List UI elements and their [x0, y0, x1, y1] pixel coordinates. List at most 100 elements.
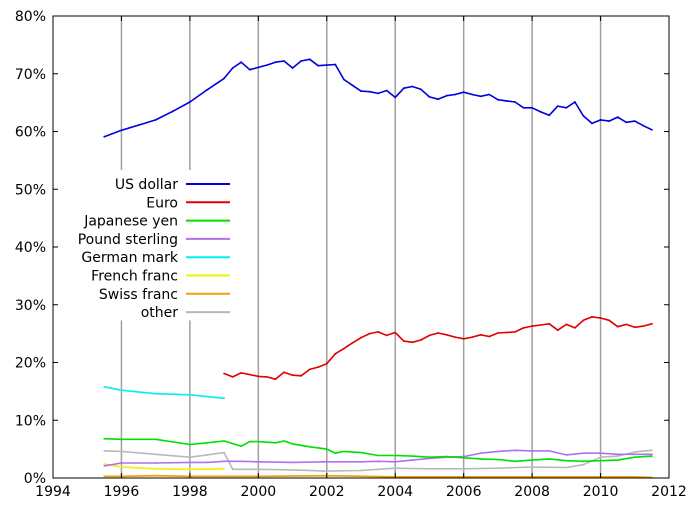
series-line-swiss-franc	[104, 474, 652, 479]
data-point-japanese-yen	[548, 458, 551, 460]
data-point-swiss-franc	[223, 475, 226, 478]
x-tick-label-2000: 2000	[241, 484, 277, 500]
legend-label-pound-sterling: Pound sterling	[78, 232, 178, 248]
data-point-euro	[377, 331, 379, 333]
x-tick-label-1994: 1994	[35, 484, 71, 500]
data-point-us-dollar	[642, 124, 645, 127]
data-point-euro	[385, 334, 388, 337]
data-point-us-dollar	[497, 98, 499, 101]
data-point-us-dollar	[471, 93, 474, 96]
series-line-japanese-yen	[104, 437, 652, 463]
data-point-japanese-yen	[223, 440, 226, 442]
data-point-japanese-yen	[445, 455, 448, 458]
series-line-german-mark	[104, 386, 225, 400]
data-point-swiss-franc	[565, 475, 568, 478]
legend: US dollar Euro Japanese yen Pound sterling G…	[76, 170, 236, 321]
data-point-us-dollar	[599, 119, 602, 121]
data-point-german-mark	[154, 392, 157, 395]
legend-label-other: other	[141, 305, 179, 321]
data-point-euro	[257, 375, 260, 378]
data-point-euro	[325, 362, 328, 365]
data-point-us-dollar	[565, 106, 568, 109]
data-point-us-dollar	[291, 67, 294, 69]
x-tick-label-1998: 1998	[172, 484, 208, 500]
data-point-other	[497, 467, 499, 470]
data-point-us-dollar	[437, 98, 439, 101]
data-point-us-dollar	[462, 91, 465, 94]
data-point-euro	[556, 329, 559, 332]
data-point-japanese-yen	[325, 448, 328, 450]
data-point-euro	[411, 341, 414, 344]
data-point-euro	[599, 317, 602, 319]
data-point-swiss-franc	[103, 475, 106, 478]
data-point-japanese-yen	[291, 443, 294, 445]
data-point-us-dollar	[274, 61, 277, 64]
data-point-pound-sterling	[565, 454, 568, 456]
data-point-euro	[351, 342, 354, 344]
data-point-french-franc	[223, 467, 226, 470]
legend-label-german-mark: German mark	[81, 250, 178, 266]
data-point-japanese-yen	[565, 459, 568, 462]
data-point-euro	[505, 331, 508, 334]
data-point-us-dollar	[189, 101, 191, 103]
y-tick-label-10: 10%	[15, 413, 46, 429]
legend-label-euro: Euro	[146, 195, 178, 211]
data-point-us-dollar	[154, 119, 157, 121]
data-point-us-dollar	[385, 89, 388, 92]
data-point-euro	[651, 322, 653, 325]
data-point-euro	[248, 373, 251, 376]
data-point-euro	[437, 332, 439, 334]
data-point-euro	[360, 336, 362, 339]
data-point-other	[565, 466, 568, 469]
data-point-pound-sterling	[120, 462, 123, 464]
data-point-german-mark	[223, 397, 226, 400]
data-point-pound-sterling	[154, 462, 157, 464]
data-point-us-dollar	[343, 78, 345, 81]
data-point-euro	[574, 327, 576, 329]
data-point-pound-sterling	[531, 450, 533, 452]
tick-layer: 1994 1996 1998 2000 2002 2004 2006 2008 2010 2012…	[15, 9, 687, 500]
data-point-pound-sterling	[548, 450, 551, 452]
data-point-us-dollar	[582, 115, 585, 117]
legend-background	[76, 170, 236, 321]
data-point-us-dollar	[394, 96, 397, 99]
data-point-euro	[223, 372, 226, 375]
data-point-french-franc	[120, 466, 123, 468]
data-point-japanese-yen	[257, 440, 260, 443]
data-point-pound-sterling	[651, 453, 653, 456]
data-point-us-dollar	[539, 111, 542, 113]
data-point-us-dollar	[360, 90, 362, 92]
data-point-us-dollar	[231, 67, 234, 69]
data-point-euro	[514, 331, 516, 333]
data-point-japanese-yen	[633, 456, 636, 459]
data-point-japanese-yen	[343, 450, 345, 453]
data-point-japanese-yen	[206, 441, 208, 444]
y-tick-label-30: 30%	[15, 298, 46, 314]
data-point-us-dollar	[411, 85, 414, 88]
data-point-german-mark	[103, 385, 106, 388]
data-point-pound-sterling	[497, 450, 499, 453]
data-point-other	[231, 468, 234, 471]
data-point-pound-sterling	[582, 452, 585, 455]
data-point-us-dollar	[248, 68, 251, 71]
data-point-euro	[582, 319, 585, 322]
data-point-euro	[240, 372, 243, 374]
data-point-japanese-yen	[479, 458, 482, 460]
data-point-us-dollar	[608, 120, 610, 122]
data-point-us-dollar	[514, 101, 516, 103]
data-point-us-dollar	[120, 129, 123, 132]
data-point-french-franc	[103, 463, 106, 465]
data-point-other	[291, 469, 294, 471]
data-point-euro	[300, 374, 302, 377]
data-point-pound-sterling	[291, 461, 294, 464]
data-point-us-dollar	[266, 64, 268, 66]
data-point-euro	[334, 352, 337, 355]
series-line-pound-sterling	[104, 449, 652, 467]
data-point-euro	[479, 333, 482, 336]
data-point-pound-sterling	[206, 461, 208, 464]
data-point-euro	[565, 323, 568, 326]
data-point-us-dollar	[206, 89, 208, 91]
legend-label-us-dollar: US dollar	[115, 177, 178, 193]
data-point-euro	[471, 336, 474, 338]
